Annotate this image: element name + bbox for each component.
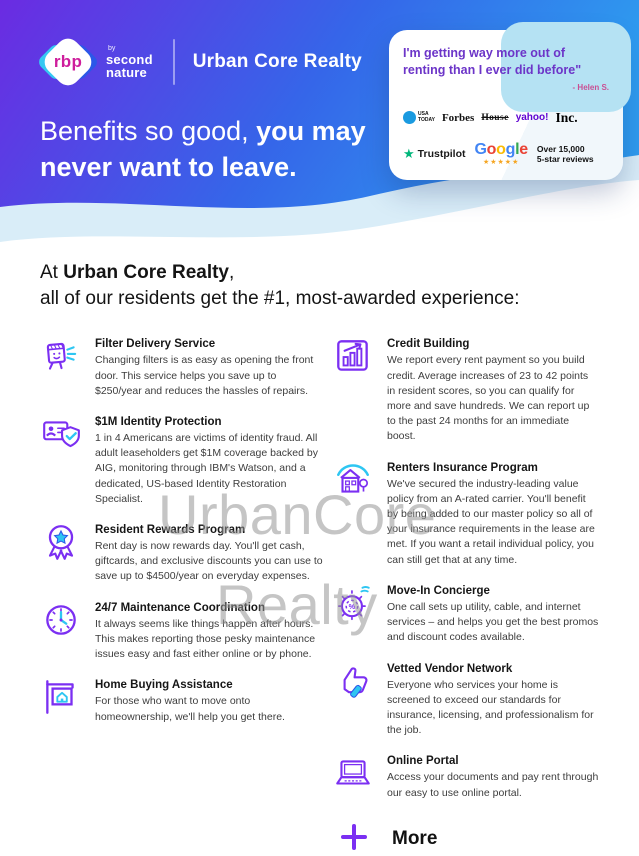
usa-today-logo: USA TODAY xyxy=(403,111,435,125)
intro-prefix: At xyxy=(40,262,64,283)
benefit-item-renters-insurance: Renters Insurance Program We've secured … xyxy=(332,459,605,568)
testimonial-attribution: - Helen S. xyxy=(572,82,609,92)
testimonial-card: I'm getting way more out of renting than… xyxy=(389,22,631,180)
benefit-item-move-in-concierge: % Move-In Concierge One call sets up uti… xyxy=(332,582,605,646)
benefit-title: Vetted Vendor Network xyxy=(387,662,513,675)
benefit-item-credit-building: Credit Building We report every rent pay… xyxy=(332,335,605,444)
reviews-count: Over 15,000 xyxy=(536,143,585,154)
intro-heading: At Urban Core Realty, all of our residen… xyxy=(40,260,605,311)
benefit-body: We've secured the industry-leading value… xyxy=(387,477,595,566)
google-letter: g xyxy=(505,140,516,158)
more-label: More xyxy=(392,828,438,850)
trustpilot-logo: ★ Trustpilot xyxy=(403,147,466,160)
benefit-title: Online Portal xyxy=(387,755,459,768)
renters-insurance-icon xyxy=(332,459,374,568)
header-divider xyxy=(172,39,175,85)
google-letter: G xyxy=(474,140,487,158)
second-nature-logo: by second nature xyxy=(106,45,153,79)
usa-today-text1: USA xyxy=(418,111,429,118)
main-section: At Urban Core Realty, all of our residen… xyxy=(0,260,639,856)
house-beautiful-logo: House xyxy=(481,112,509,123)
benefit-body: Access your documents and pay rent throu… xyxy=(387,771,599,799)
by-label: by xyxy=(108,45,116,52)
benefit-title: Renters Insurance Program xyxy=(387,461,538,474)
benefit-title: $1M Identity Protection xyxy=(95,415,222,428)
benefit-body: Everyone who services your home is scree… xyxy=(387,678,594,737)
benefit-item-maintenance: 24/7 Maintenance Coordination It always … xyxy=(40,599,332,663)
hero-headline: Benefits so good, you may never want to … xyxy=(40,114,410,185)
benefit-item-rewards: Resident Rewards Program Rent day is now… xyxy=(40,521,332,585)
benefit-title: 24/7 Maintenance Coordination xyxy=(95,601,265,614)
yahoo-logo: yahoo! xyxy=(515,112,549,124)
intro-suffix: , xyxy=(229,262,235,283)
usa-today-circle-icon xyxy=(403,111,416,125)
headline-regular: Benefits so good, xyxy=(40,116,257,146)
benefit-item-online-portal: Online Portal Access your documents and … xyxy=(332,752,605,800)
rbp-logo-text: rbp xyxy=(53,52,83,71)
benefit-item-identity-protection: $1M Identity Protection 1 in 4 Americans… xyxy=(40,413,332,507)
rewards-icon xyxy=(40,521,82,585)
plus-icon xyxy=(340,823,368,856)
benefits-column-right: Credit Building We report every rent pay… xyxy=(332,335,605,856)
testimonial-quote: I'm getting way more out of renting than… xyxy=(403,46,582,77)
intro-line2: all of our residents get the #1, most-aw… xyxy=(40,287,520,309)
usa-today-text2: TODAY xyxy=(418,116,435,123)
reviews-row: ★ Trustpilot Google ★★★★★ Over 15,000 5-… xyxy=(403,140,609,166)
benefit-item-vetted-vendor: Vetted Vendor Network Everyone who servi… xyxy=(332,660,605,739)
maintenance-icon xyxy=(40,599,82,663)
benefit-title: Filter Delivery Service xyxy=(95,338,216,351)
filter-delivery-icon xyxy=(40,335,82,399)
trustpilot-text: Trustpilot xyxy=(417,147,466,160)
credit-building-icon xyxy=(332,335,374,444)
benefit-title: Resident Rewards Program xyxy=(95,524,246,537)
benefit-body: Changing filters is as easy as opening t… xyxy=(95,354,314,397)
benefit-body: 1 in 4 Americans are victims of identity… xyxy=(95,431,318,505)
google-letter: l xyxy=(515,140,520,158)
benefits-column-left: Filter Delivery Service Changing filters… xyxy=(40,335,332,856)
benefit-title: Move-In Concierge xyxy=(387,584,490,597)
headline-bold-1: you may xyxy=(256,116,366,146)
benefit-body: We report every rent payment so you buil… xyxy=(387,354,590,443)
header-logo-row: rbp by second nature Urban Core Realty xyxy=(36,33,639,91)
benefit-body: Rent day is now rewards day. You'll get … xyxy=(95,540,323,583)
google-stars-icon: ★★★★★ xyxy=(482,158,520,166)
svg-text:%: % xyxy=(349,602,356,611)
more-row: More xyxy=(340,823,605,856)
second-nature-line2: nature xyxy=(106,65,147,80)
headline-bold-2: never want to leave. xyxy=(40,151,297,182)
google-letter: o xyxy=(496,140,506,158)
identity-protection-icon xyxy=(40,413,82,507)
google-letter: e xyxy=(519,140,528,158)
benefit-title: Credit Building xyxy=(387,338,470,351)
rbp-logo: rbp xyxy=(36,33,100,91)
press-logos-row: USA TODAY Forbes House yahoo! Inc. xyxy=(403,110,609,126)
inc-logo: Inc. xyxy=(555,109,578,125)
benefit-item-home-buying: Home Buying Assistance For those who wan… xyxy=(40,676,332,724)
company-name: Urban Core Realty xyxy=(192,51,362,72)
intro-company: Urban Core Realty xyxy=(63,262,230,283)
google-logo: Google ★★★★★ xyxy=(474,140,529,166)
hero-section: rbp by second nature Urban Core Realty B… xyxy=(0,0,639,248)
vetted-vendor-icon xyxy=(332,660,374,739)
reviews-label: 5-star reviews xyxy=(536,153,594,164)
second-nature-line1: second xyxy=(106,52,153,67)
trustpilot-star-icon: ★ xyxy=(403,146,415,162)
move-in-concierge-icon: % xyxy=(332,582,374,646)
online-portal-icon xyxy=(332,752,374,800)
benefits-grid: Filter Delivery Service Changing filters… xyxy=(40,335,605,856)
benefit-body: For those who want to move onto homeowne… xyxy=(95,695,285,723)
benefit-title: Home Buying Assistance xyxy=(95,679,233,692)
google-letter: o xyxy=(486,140,497,158)
forbes-logo: Forbes xyxy=(441,111,475,124)
benefit-body: One call sets up utility, cable, and int… xyxy=(387,600,599,644)
benefit-item-filter-delivery: Filter Delivery Service Changing filters… xyxy=(40,335,332,399)
benefit-body: It always seems like things happen after… xyxy=(95,617,316,661)
home-buying-icon xyxy=(40,676,82,724)
